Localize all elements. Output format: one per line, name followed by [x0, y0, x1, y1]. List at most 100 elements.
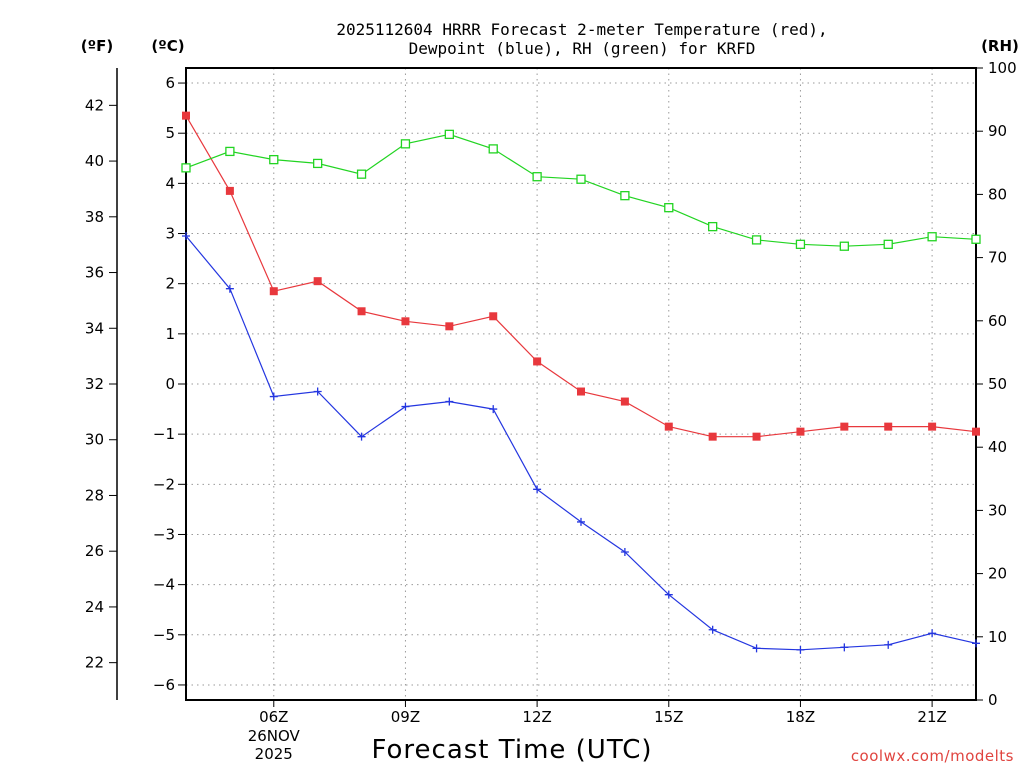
celsius-tick-label: −5 [153, 626, 175, 644]
celsius-tick-label: −6 [153, 676, 175, 694]
rh-point [576, 174, 586, 184]
dewpoint-point [752, 644, 761, 653]
temperature-point [577, 387, 585, 396]
temperature-point [225, 186, 234, 195]
temperature-point [620, 397, 629, 406]
rh-tick-label: 80 [988, 185, 1007, 203]
celsius-tick-label: 0 [165, 375, 175, 393]
rh-series-line [185, 133, 977, 247]
temperature-point [357, 307, 366, 316]
date-label-day: 26NOV [248, 727, 301, 745]
dewpoint-point [928, 629, 937, 638]
temperature-point [313, 277, 322, 286]
dewpoint-point [182, 232, 190, 241]
celsius-tick-label: 6 [165, 74, 175, 92]
dewpoint-point [620, 548, 629, 557]
rh-point [883, 239, 893, 249]
dewpoint-point [708, 625, 717, 634]
data-series [181, 111, 981, 654]
dewpoint-point [972, 639, 980, 648]
celsius-tick-label: −3 [153, 525, 175, 543]
temperature-point [884, 422, 893, 431]
temperature-point [533, 357, 542, 366]
celsius-tick-label: 3 [165, 225, 175, 243]
rh-tick-label: 0 [988, 691, 998, 709]
dewpoint-point [225, 284, 234, 293]
celsius-unit-label: (ºC) [151, 37, 184, 55]
celsius-tick-label: −4 [153, 576, 175, 594]
temperature-point [708, 432, 717, 441]
temperature-point [445, 322, 454, 331]
rh-point [839, 241, 849, 251]
dewpoint-point [401, 402, 410, 411]
rh-tick-label: 50 [988, 375, 1007, 393]
dewpoint-series-line [185, 235, 977, 651]
celsius-tick-label: 4 [165, 174, 175, 192]
rh-point [532, 172, 542, 182]
celsius-tick-label: −1 [153, 425, 175, 443]
dewpoint-point [664, 590, 673, 599]
rh-point [488, 144, 498, 154]
dewpoint-point [884, 640, 893, 649]
celsius-tick-label: 2 [165, 275, 175, 293]
rh-tick-label: 10 [988, 628, 1007, 646]
rh-point [971, 234, 981, 244]
temperature-point [269, 287, 278, 296]
rh-point [313, 158, 323, 169]
fahrenheit-tick-label: 40 [85, 152, 104, 170]
fahrenheit-tick-label: 28 [85, 486, 104, 504]
celsius-tick-label: −2 [153, 475, 175, 493]
temperature-point [182, 111, 190, 120]
rh-point [181, 163, 191, 173]
rh-point [708, 221, 718, 232]
temperature-point [401, 317, 410, 326]
dewpoint-point [445, 397, 454, 406]
x-axis-label: Forecast Time (UTC) [371, 735, 652, 765]
rh-tick-label: 100 [988, 59, 1017, 77]
rh-point [269, 154, 279, 165]
fahrenheit-tick-label: 22 [85, 654, 104, 672]
dewpoint-point [269, 392, 278, 401]
rh-tick-label: 90 [988, 122, 1007, 140]
dewpoint-point [577, 517, 585, 526]
temperature-point [796, 427, 805, 436]
credit-text: coolwx.com/modelts [851, 747, 1014, 765]
dewpoint-point [840, 643, 849, 652]
time-tick-label: 18Z [786, 708, 815, 726]
rh-point [620, 191, 630, 201]
fahrenheit-tick-label: 36 [85, 264, 104, 282]
temperature-point [489, 312, 498, 321]
rh-point [927, 232, 937, 242]
rh-tick-label: 70 [988, 249, 1007, 267]
rh-tick-label: 40 [988, 438, 1007, 456]
celsius-tick-label: 1 [165, 325, 175, 343]
dewpoint-point [489, 405, 498, 414]
time-tick-label: 21Z [917, 708, 946, 726]
axis-ticks: −6−5−4−3−2−10123456222426283032343638404… [85, 59, 1017, 763]
temperature-point [928, 422, 937, 431]
fahrenheit-tick-label: 38 [85, 208, 104, 226]
temperature-point [840, 422, 849, 431]
dewpoint-point [313, 387, 322, 396]
chart-title-line2: Dewpoint (blue), RH (green) for KRFD [409, 39, 756, 58]
celsius-tick-label: 5 [165, 124, 175, 142]
time-tick-label: 09Z [391, 708, 420, 726]
date-label-year: 2025 [255, 745, 293, 763]
rh-tick-label: 20 [988, 565, 1007, 583]
rh-point [225, 146, 235, 157]
time-tick-label: 15Z [654, 708, 683, 726]
time-tick-label: 12Z [522, 708, 551, 726]
dewpoint-point [796, 645, 805, 654]
rh-point [751, 235, 762, 245]
fahrenheit-tick-label: 30 [85, 431, 104, 449]
fahrenheit-tick-label: 32 [85, 375, 104, 393]
temperature-point [664, 422, 673, 431]
rh-point [356, 169, 367, 179]
fahrenheit-tick-label: 42 [85, 96, 104, 114]
dewpoint-point [533, 485, 542, 494]
fahrenheit-tick-label: 34 [85, 319, 104, 337]
fahrenheit-tick-label: 26 [85, 542, 104, 560]
chart-title-line1: 2025112604 HRRR Forecast 2-meter Tempera… [336, 20, 827, 39]
rh-point [664, 203, 674, 213]
